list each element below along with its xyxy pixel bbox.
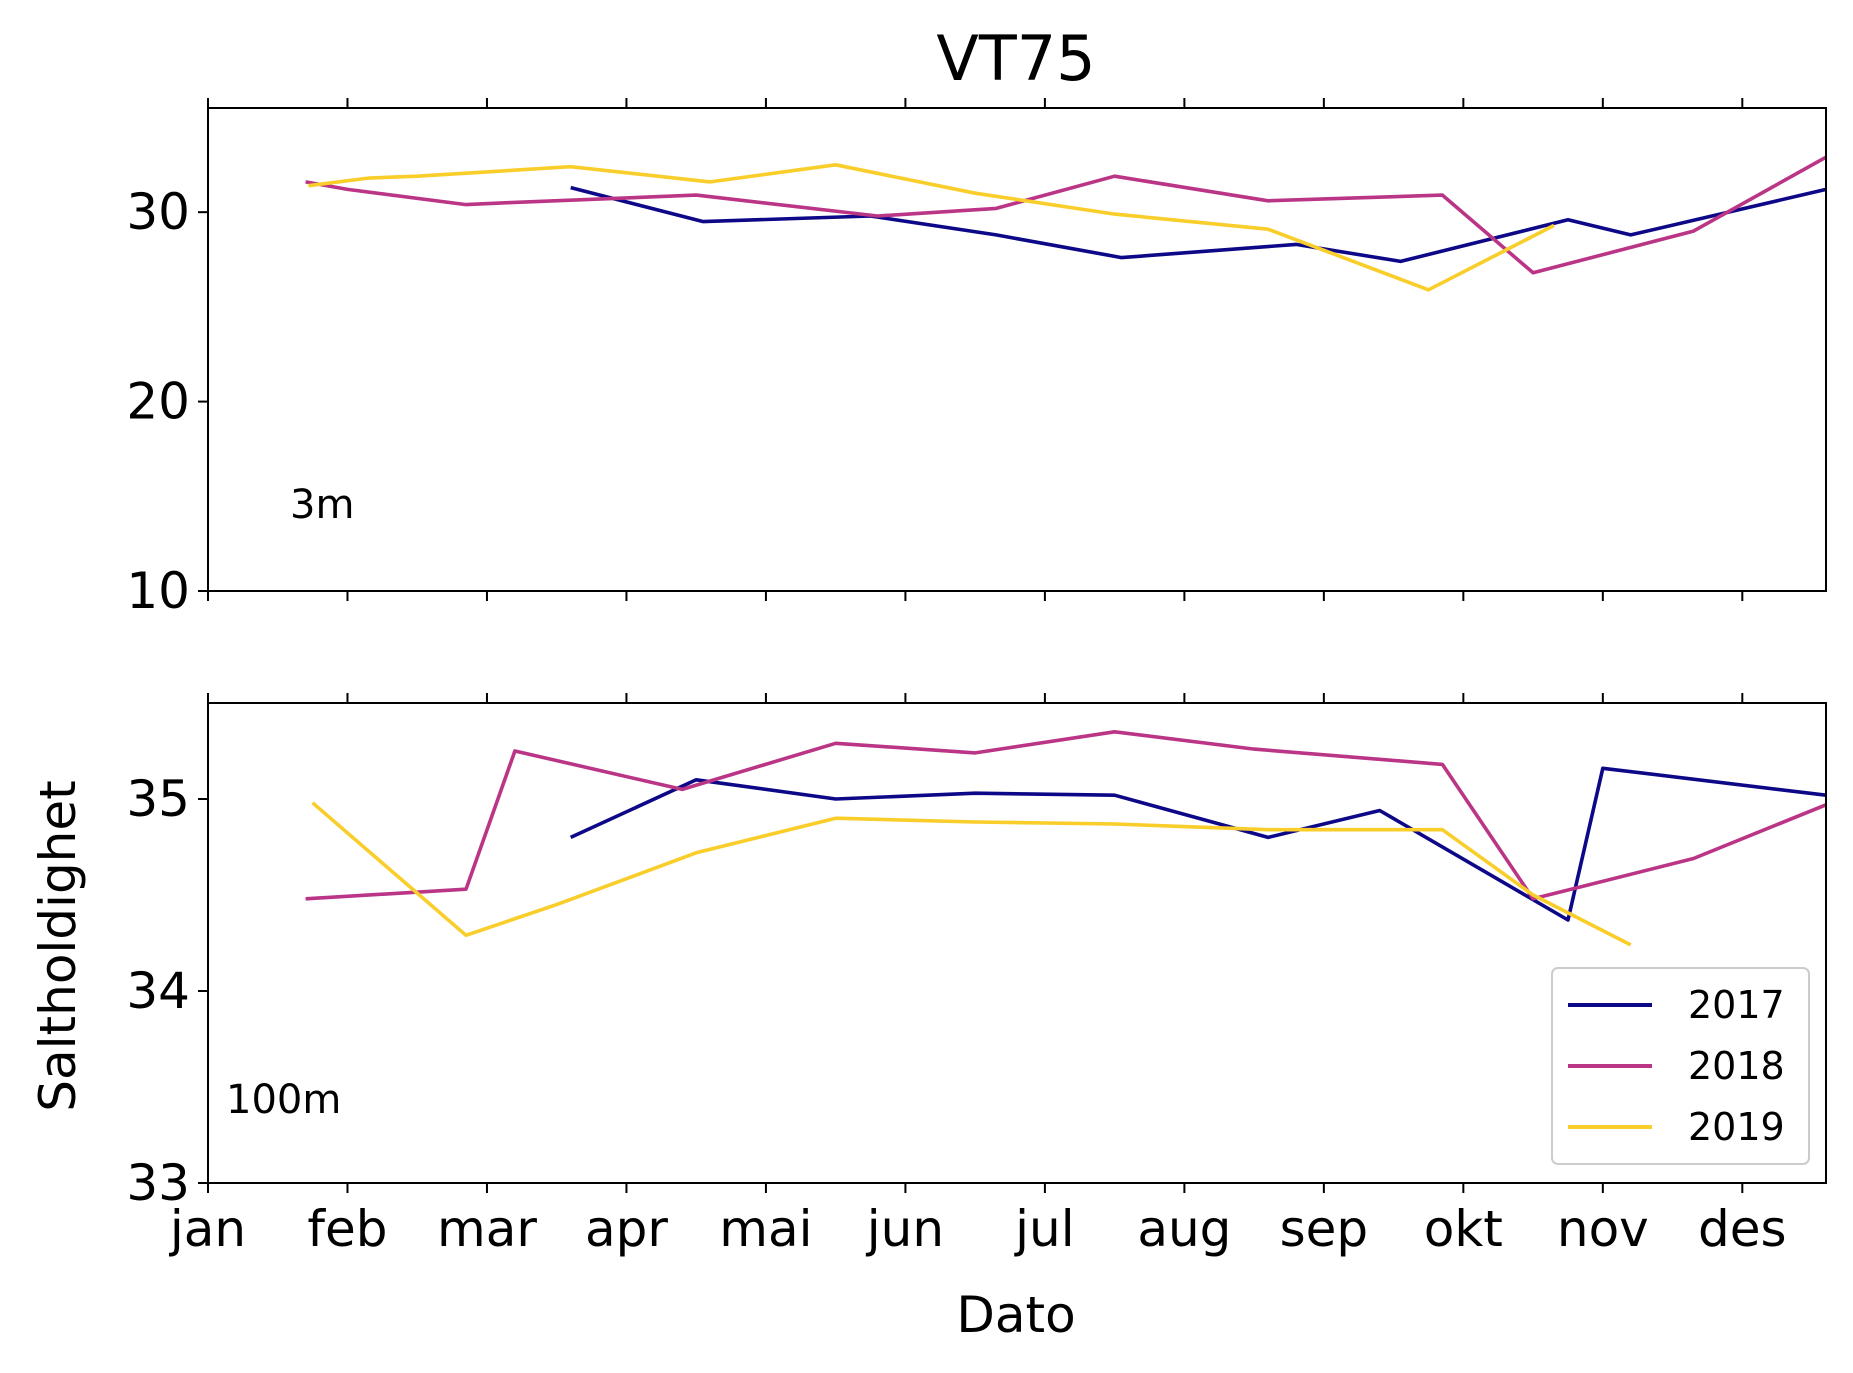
y-tick-label: 33 — [126, 1154, 190, 1212]
x-tick-label: jul — [1014, 1200, 1074, 1258]
x-tick-label: okt — [1424, 1200, 1503, 1258]
series-line-2017 — [570, 185, 1827, 264]
x-tick-label: nov — [1557, 1200, 1649, 1258]
series-line-2018 — [305, 155, 1827, 275]
y-tick-label: 30 — [126, 183, 190, 241]
panel-100m: 33 34 35 jan feb mar apr mai jun jul aug sep okt nov d… — [126, 693, 1827, 1258]
legend-box — [1551, 967, 1810, 1165]
x-tick-label: jan — [169, 1200, 246, 1258]
legend-label-2017: 2017 — [1688, 983, 1785, 1027]
series-line-2019 — [311, 801, 1632, 947]
y-axis-title: Saltholdighet — [29, 780, 87, 1111]
x-tick-label: des — [1698, 1200, 1787, 1258]
plot-frame — [207, 107, 1827, 592]
x-tick-label: sep — [1280, 1200, 1369, 1258]
figure-title: VT75 — [936, 22, 1095, 95]
series-line-2019 — [308, 163, 1555, 292]
legend-label-2018: 2018 — [1688, 1044, 1785, 1088]
x-tick-label: mar — [437, 1200, 537, 1258]
depth-label: 3m — [290, 482, 354, 528]
x-tick-label: aug — [1137, 1200, 1231, 1258]
plot-frame — [207, 702, 1827, 1184]
y-tick-label: 35 — [126, 770, 190, 828]
panel-3m: 10 20 30 3m — [126, 98, 1827, 620]
legend-label-2019: 2019 — [1688, 1105, 1785, 1149]
y-tick-label: 10 — [126, 562, 190, 620]
x-tick-label: apr — [585, 1200, 668, 1258]
y-tick-label: 20 — [126, 373, 190, 431]
y-tick-label: 34 — [126, 962, 190, 1020]
series-line-2018 — [305, 729, 1827, 901]
x-axis-title: Dato — [956, 1286, 1075, 1344]
x-tick-label: feb — [307, 1200, 387, 1258]
x-tick-label: jun — [866, 1200, 944, 1258]
x-tick-label: mai — [719, 1200, 812, 1258]
depth-label: 100m — [226, 1077, 341, 1123]
series-line-2017 — [569, 766, 1827, 922]
